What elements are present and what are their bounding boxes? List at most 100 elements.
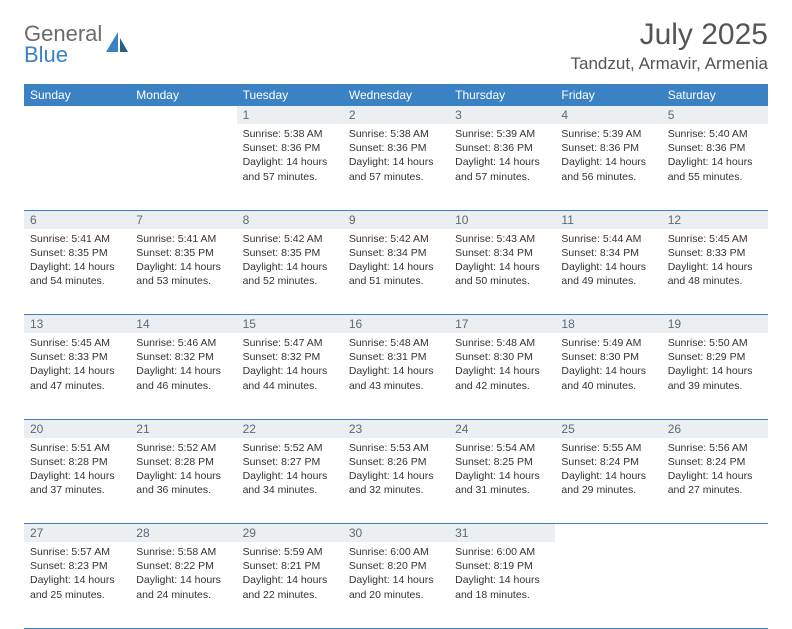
weekday-header: Sunday [24, 84, 130, 106]
day-number-cell: 12 [662, 210, 768, 229]
day-details: Sunrise: 5:46 AMSunset: 8:32 PMDaylight:… [130, 333, 236, 399]
calendar-page: General Blue July 2025 Tandzut, Armavir,… [0, 0, 792, 629]
day-details: Sunrise: 5:57 AMSunset: 8:23 PMDaylight:… [24, 542, 130, 608]
day-details: Sunrise: 5:45 AMSunset: 8:33 PMDaylight:… [24, 333, 130, 399]
weekday-header: Monday [130, 84, 236, 106]
day-number-cell: 4 [555, 106, 661, 124]
day-number-cell: 1 [237, 106, 343, 124]
daynum-row: 12345 [24, 106, 768, 124]
week-row: Sunrise: 5:45 AMSunset: 8:33 PMDaylight:… [24, 333, 768, 419]
day-number-cell: 9 [343, 210, 449, 229]
day-body-cell [662, 542, 768, 628]
week-row: Sunrise: 5:57 AMSunset: 8:23 PMDaylight:… [24, 542, 768, 628]
day-body-cell: Sunrise: 5:58 AMSunset: 8:22 PMDaylight:… [130, 542, 236, 628]
day-number-cell [24, 106, 130, 124]
day-number-cell: 16 [343, 315, 449, 334]
daynum-row: 6789101112 [24, 210, 768, 229]
weekday-header: Saturday [662, 84, 768, 106]
day-details: Sunrise: 5:38 AMSunset: 8:36 PMDaylight:… [343, 124, 449, 190]
day-number-cell: 11 [555, 210, 661, 229]
day-number-cell: 15 [237, 315, 343, 334]
day-body-cell: Sunrise: 5:38 AMSunset: 8:36 PMDaylight:… [343, 124, 449, 210]
day-body-cell: Sunrise: 5:44 AMSunset: 8:34 PMDaylight:… [555, 229, 661, 315]
calendar-table: SundayMondayTuesdayWednesdayThursdayFrid… [24, 84, 768, 629]
day-body-cell: Sunrise: 5:48 AMSunset: 8:31 PMDaylight:… [343, 333, 449, 419]
day-details: Sunrise: 5:51 AMSunset: 8:28 PMDaylight:… [24, 438, 130, 504]
day-body-cell: Sunrise: 6:00 AMSunset: 8:20 PMDaylight:… [343, 542, 449, 628]
day-body-cell: Sunrise: 5:43 AMSunset: 8:34 PMDaylight:… [449, 229, 555, 315]
daynum-row: 2728293031 [24, 524, 768, 543]
location-subtitle: Tandzut, Armavir, Armenia [571, 54, 768, 74]
day-details: Sunrise: 5:44 AMSunset: 8:34 PMDaylight:… [555, 229, 661, 295]
day-body-cell: Sunrise: 5:59 AMSunset: 8:21 PMDaylight:… [237, 542, 343, 628]
day-body-cell: Sunrise: 5:39 AMSunset: 8:36 PMDaylight:… [555, 124, 661, 210]
weekday-header-row: SundayMondayTuesdayWednesdayThursdayFrid… [24, 84, 768, 106]
month-title: July 2025 [571, 18, 768, 52]
day-body-cell: Sunrise: 5:45 AMSunset: 8:33 PMDaylight:… [662, 229, 768, 315]
day-details: Sunrise: 5:39 AMSunset: 8:36 PMDaylight:… [555, 124, 661, 190]
week-row: Sunrise: 5:51 AMSunset: 8:28 PMDaylight:… [24, 438, 768, 524]
day-body-cell: Sunrise: 5:42 AMSunset: 8:35 PMDaylight:… [237, 229, 343, 315]
day-details: Sunrise: 5:50 AMSunset: 8:29 PMDaylight:… [662, 333, 768, 399]
day-number-cell: 5 [662, 106, 768, 124]
brand-text: General Blue [24, 24, 102, 66]
day-details: Sunrise: 5:45 AMSunset: 8:33 PMDaylight:… [662, 229, 768, 295]
day-number-cell: 2 [343, 106, 449, 124]
daynum-row: 20212223242526 [24, 419, 768, 438]
day-details: Sunrise: 5:52 AMSunset: 8:27 PMDaylight:… [237, 438, 343, 504]
day-number-cell [555, 524, 661, 543]
day-details: Sunrise: 5:59 AMSunset: 8:21 PMDaylight:… [237, 542, 343, 608]
day-number-cell: 24 [449, 419, 555, 438]
day-body-cell: Sunrise: 5:38 AMSunset: 8:36 PMDaylight:… [237, 124, 343, 210]
day-body-cell [24, 124, 130, 210]
day-body-cell: Sunrise: 5:41 AMSunset: 8:35 PMDaylight:… [24, 229, 130, 315]
weekday-header: Tuesday [237, 84, 343, 106]
day-body-cell: Sunrise: 5:45 AMSunset: 8:33 PMDaylight:… [24, 333, 130, 419]
day-body-cell: Sunrise: 5:46 AMSunset: 8:32 PMDaylight:… [130, 333, 236, 419]
day-number-cell: 6 [24, 210, 130, 229]
day-body-cell: Sunrise: 5:54 AMSunset: 8:25 PMDaylight:… [449, 438, 555, 524]
day-number-cell: 28 [130, 524, 236, 543]
day-number-cell [662, 524, 768, 543]
day-number-cell: 23 [343, 419, 449, 438]
day-details: Sunrise: 5:52 AMSunset: 8:28 PMDaylight:… [130, 438, 236, 504]
day-details: Sunrise: 6:00 AMSunset: 8:20 PMDaylight:… [343, 542, 449, 608]
day-body-cell: Sunrise: 5:53 AMSunset: 8:26 PMDaylight:… [343, 438, 449, 524]
day-number-cell: 26 [662, 419, 768, 438]
day-number-cell: 13 [24, 315, 130, 334]
day-details: Sunrise: 5:47 AMSunset: 8:32 PMDaylight:… [237, 333, 343, 399]
weekday-header: Thursday [449, 84, 555, 106]
day-details: Sunrise: 5:54 AMSunset: 8:25 PMDaylight:… [449, 438, 555, 504]
weekday-header: Wednesday [343, 84, 449, 106]
title-block: July 2025 Tandzut, Armavir, Armenia [571, 18, 768, 74]
day-body-cell: Sunrise: 5:57 AMSunset: 8:23 PMDaylight:… [24, 542, 130, 628]
day-body-cell: Sunrise: 5:52 AMSunset: 8:28 PMDaylight:… [130, 438, 236, 524]
day-number-cell: 20 [24, 419, 130, 438]
week-row: Sunrise: 5:38 AMSunset: 8:36 PMDaylight:… [24, 124, 768, 210]
day-details: Sunrise: 5:41 AMSunset: 8:35 PMDaylight:… [130, 229, 236, 295]
day-details: Sunrise: 5:56 AMSunset: 8:24 PMDaylight:… [662, 438, 768, 504]
day-details: Sunrise: 5:43 AMSunset: 8:34 PMDaylight:… [449, 229, 555, 295]
day-body-cell: Sunrise: 5:40 AMSunset: 8:36 PMDaylight:… [662, 124, 768, 210]
day-number-cell: 30 [343, 524, 449, 543]
day-body-cell: Sunrise: 5:42 AMSunset: 8:34 PMDaylight:… [343, 229, 449, 315]
daynum-row: 13141516171819 [24, 315, 768, 334]
day-details: Sunrise: 5:48 AMSunset: 8:31 PMDaylight:… [343, 333, 449, 399]
sail-icon [104, 30, 130, 59]
day-number-cell: 22 [237, 419, 343, 438]
day-body-cell: Sunrise: 5:39 AMSunset: 8:36 PMDaylight:… [449, 124, 555, 210]
day-details: Sunrise: 5:40 AMSunset: 8:36 PMDaylight:… [662, 124, 768, 190]
day-details: Sunrise: 5:55 AMSunset: 8:24 PMDaylight:… [555, 438, 661, 504]
day-body-cell: Sunrise: 5:56 AMSunset: 8:24 PMDaylight:… [662, 438, 768, 524]
day-number-cell: 3 [449, 106, 555, 124]
day-number-cell: 8 [237, 210, 343, 229]
day-number-cell: 27 [24, 524, 130, 543]
day-number-cell: 29 [237, 524, 343, 543]
day-body-cell: Sunrise: 5:47 AMSunset: 8:32 PMDaylight:… [237, 333, 343, 419]
day-details: Sunrise: 5:38 AMSunset: 8:36 PMDaylight:… [237, 124, 343, 190]
header: General Blue July 2025 Tandzut, Armavir,… [24, 18, 768, 74]
day-details: Sunrise: 5:48 AMSunset: 8:30 PMDaylight:… [449, 333, 555, 399]
weekday-header: Friday [555, 84, 661, 106]
day-number-cell: 14 [130, 315, 236, 334]
day-details: Sunrise: 5:41 AMSunset: 8:35 PMDaylight:… [24, 229, 130, 295]
